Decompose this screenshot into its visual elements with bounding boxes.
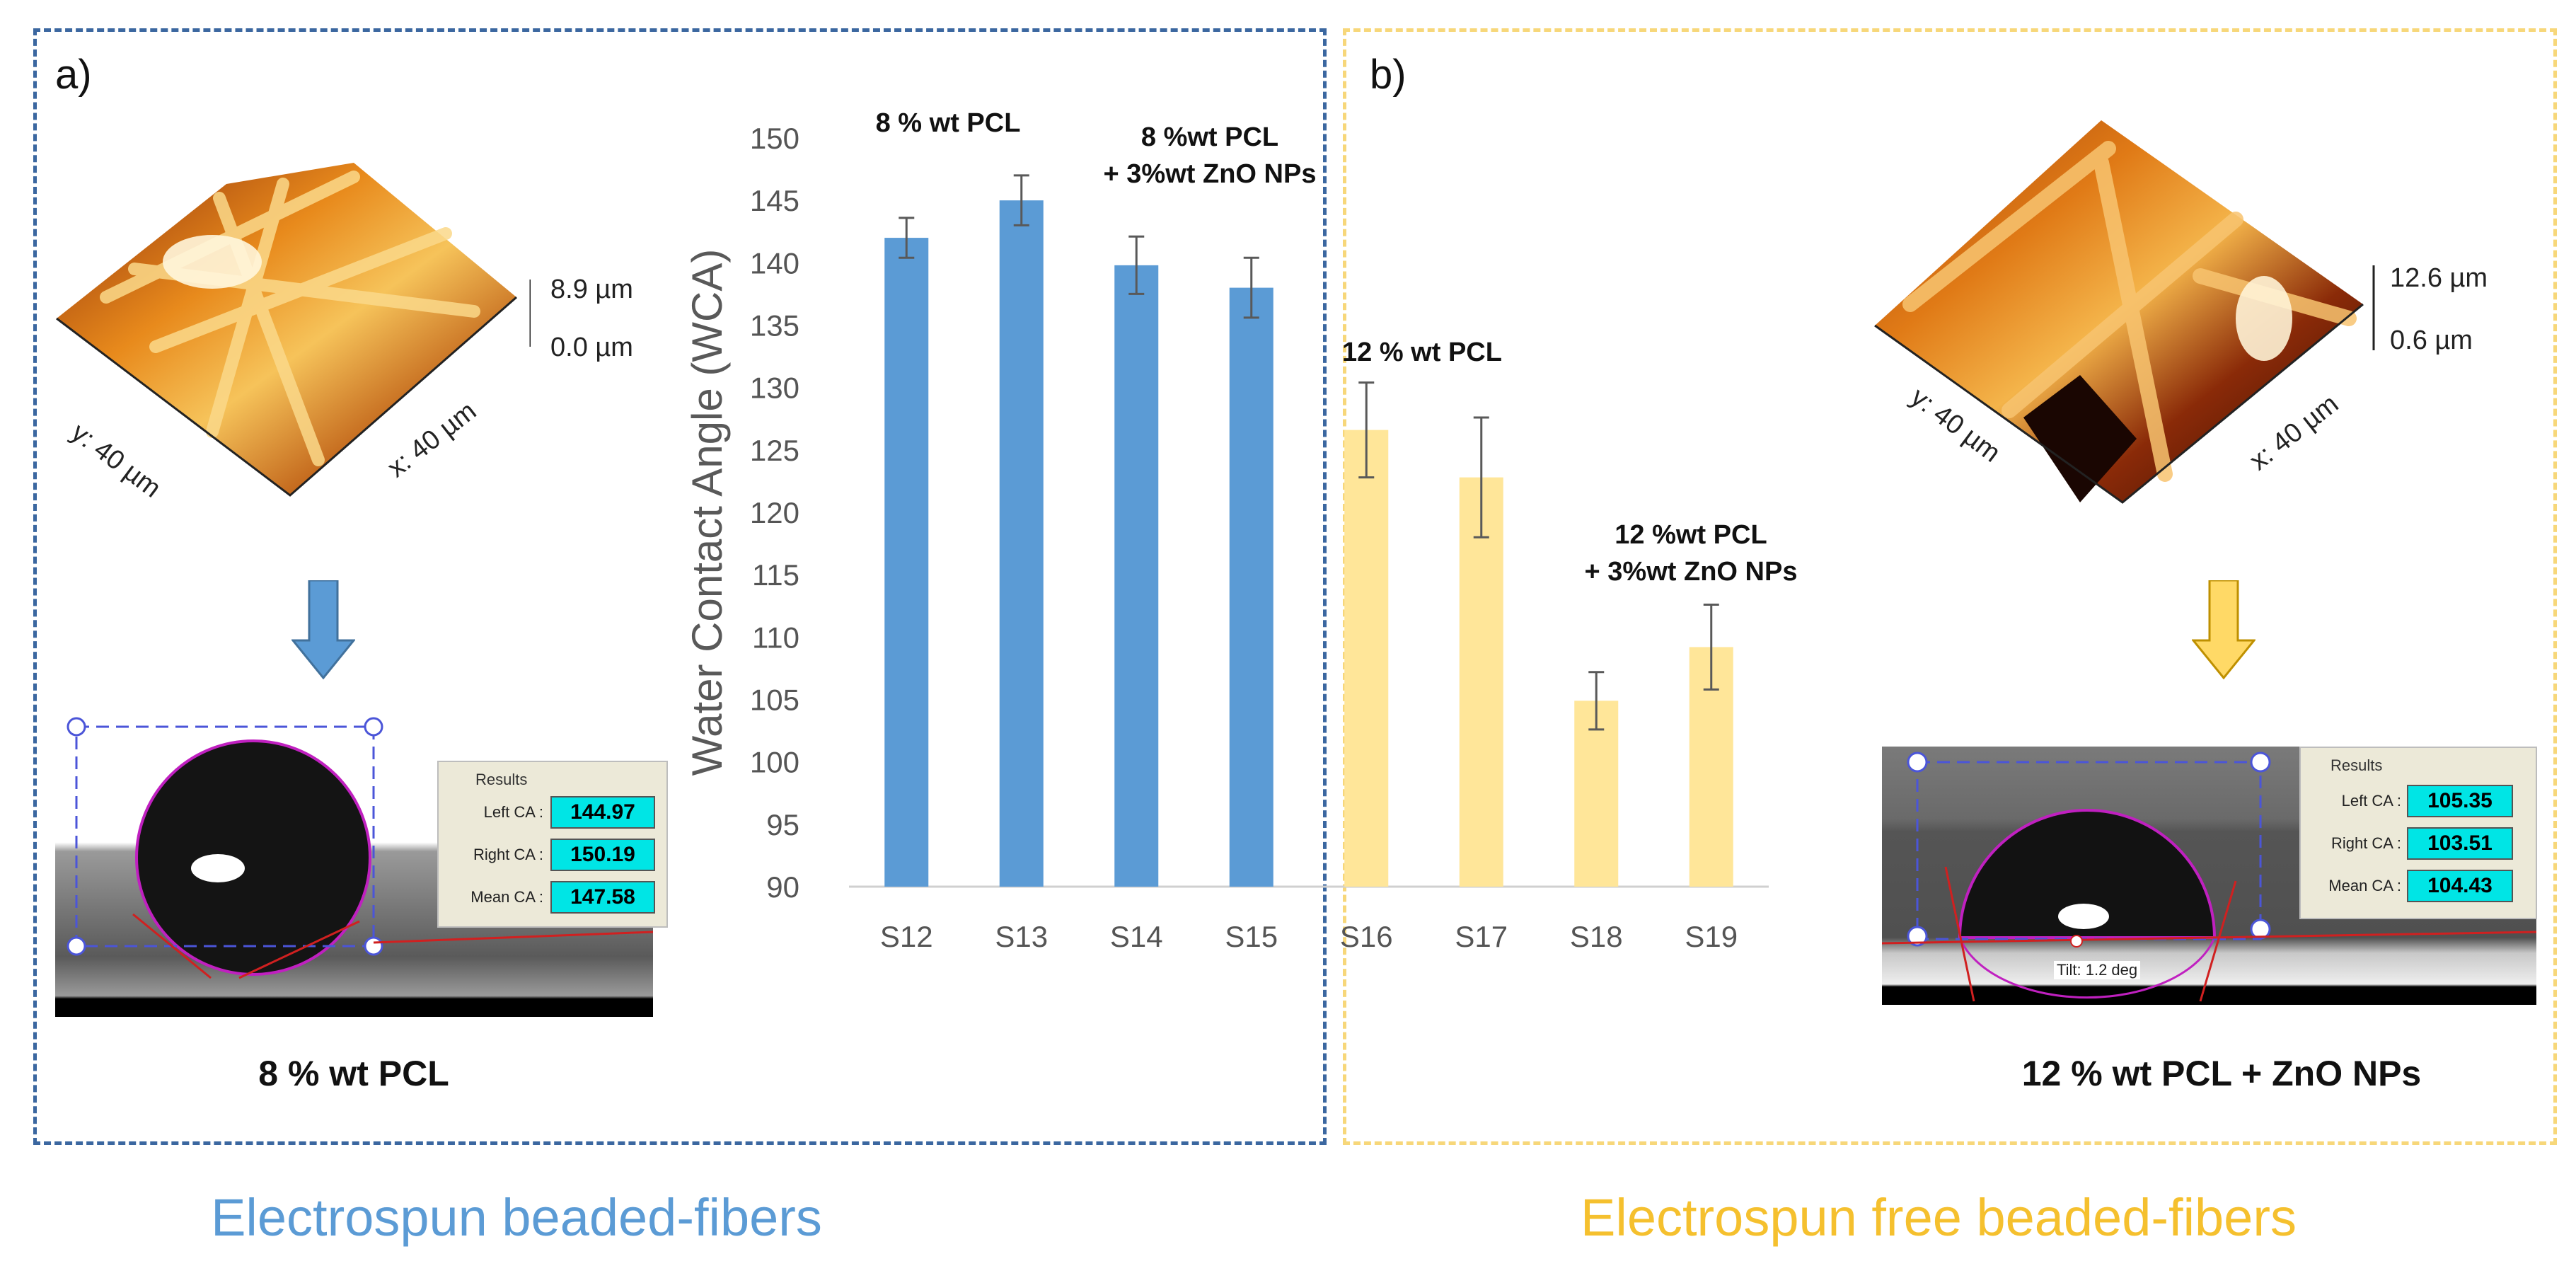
- y-tick-label: 105: [750, 684, 799, 717]
- y-tick-label: 120: [750, 496, 799, 529]
- bar-s17: [1459, 477, 1503, 887]
- tilt-label-b: Tilt: 1.2 deg: [2054, 961, 2141, 979]
- bar-s18: [1574, 701, 1619, 887]
- annotation-8pcl-zno: 8 %wt PCL + 3%wt ZnO NPs: [1103, 122, 1317, 189]
- results-a-title: Results: [475, 771, 528, 788]
- results-a-left-label: Left CA :: [483, 803, 543, 821]
- afm-b-height-max: 12.6 µm: [2390, 263, 2488, 293]
- results-b-mean-label: Mean CA :: [2328, 877, 2401, 894]
- results-b-title: Results: [2330, 756, 2383, 774]
- y-tick-label: 110: [752, 621, 799, 654]
- results-a-mean-label: Mean CA :: [470, 888, 543, 906]
- results-a-right-value: 150.19: [550, 839, 655, 871]
- bar-s13: [999, 200, 1044, 887]
- afm-a-height-min: 0.0 µm: [550, 333, 633, 362]
- x-tick-s18: S18: [1570, 920, 1623, 953]
- y-tick-label: 135: [750, 309, 799, 342]
- bar-s14: [1114, 265, 1159, 887]
- panel-b-label: b): [1370, 52, 1407, 98]
- x-tick-s16: S16: [1340, 920, 1393, 953]
- y-tick-label: 115: [752, 558, 799, 592]
- x-tick-s14: S14: [1110, 920, 1163, 953]
- results-panel-b: Results Left CA : 105.35 Right CA : 103.…: [2299, 747, 2537, 919]
- caption-b: 12 % wt PCL + ZnO NPs: [2021, 1054, 2422, 1093]
- x-tick-s12: S12: [880, 920, 933, 953]
- y-tick-label: 150: [750, 122, 799, 155]
- y-tick-label: 125: [750, 434, 799, 467]
- results-b-left-label: Left CA :: [2341, 792, 2401, 810]
- afm-b-height-min: 0.6 µm: [2390, 326, 2473, 355]
- results-b-right-label: Right CA :: [2330, 834, 2401, 852]
- results-a-left-value: 144.97: [550, 796, 655, 829]
- annotation-12pcl-zno: 12 %wt PCL + 3%wt ZnO NPs: [1584, 520, 1798, 587]
- down-arrow-icon-b: [2192, 580, 2256, 679]
- results-b-right-value: 103.51: [2407, 827, 2513, 860]
- y-tick-label: 95: [766, 808, 799, 841]
- annotation-12pcl: 12 % wt PCL: [1342, 338, 1502, 367]
- results-b-mean-value: 104.43: [2407, 870, 2513, 902]
- down-arrow-icon-a: [291, 580, 355, 679]
- panel-a-frame: [33, 28, 1327, 1145]
- y-tick-label: 145: [750, 184, 799, 217]
- x-tick-s13: S13: [995, 920, 1048, 953]
- x-tick-s15: S15: [1225, 920, 1278, 953]
- results-a-right-label: Right CA :: [473, 846, 543, 863]
- afm-image-b: [1874, 120, 2375, 504]
- results-a-mean-value: 147.58: [550, 881, 655, 914]
- y-tick-label: 100: [750, 746, 799, 779]
- y-tick-label: 90: [766, 870, 799, 904]
- caption-a: 8 % wt PCL: [258, 1054, 449, 1093]
- bar-s16: [1344, 430, 1389, 887]
- results-b-left-value: 105.35: [2407, 785, 2513, 817]
- y-tick-label: 140: [750, 246, 799, 280]
- footer-a: Electrospun beaded-fibers: [211, 1188, 822, 1247]
- y-axis-label: Water Contact Angle (WCA): [683, 249, 731, 776]
- x-tick-s17: S17: [1455, 920, 1508, 953]
- afm-image-a: [56, 163, 531, 497]
- results-panel-a: Results Left CA : 144.97 Right CA : 150.…: [437, 761, 668, 928]
- bar-s15: [1229, 287, 1273, 887]
- afm-a-height-max: 8.9 µm: [550, 275, 633, 304]
- footer-b: Electrospun free beaded-fibers: [1581, 1188, 2297, 1247]
- bar-s12: [884, 238, 929, 887]
- annotation-8pcl: 8 % wt PCL: [875, 108, 1021, 138]
- panel-a-label: a): [55, 52, 92, 98]
- x-tick-s19: S19: [1685, 920, 1738, 953]
- y-tick-label: 130: [750, 372, 799, 405]
